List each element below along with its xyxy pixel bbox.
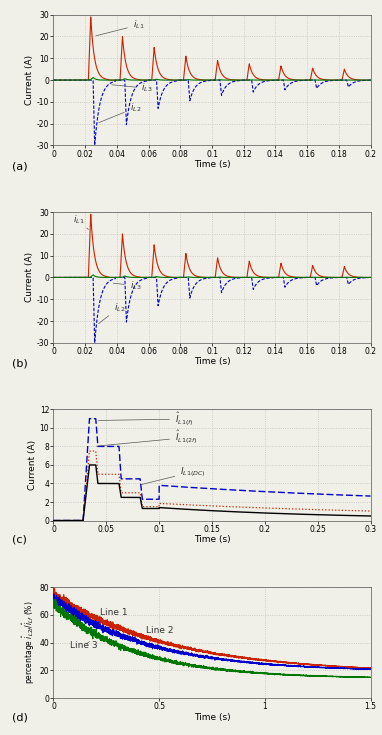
- Text: $\hat{I}_{L1(2f)}$: $\hat{I}_{L1(2f)}$: [96, 429, 198, 446]
- Y-axis label: percentage $\hat{i}_{L2f}/\hat{i}_{Lf}$ (%): percentage $\hat{i}_{L2f}/\hat{i}_{Lf}$ …: [20, 601, 37, 684]
- X-axis label: Time (s): Time (s): [194, 160, 230, 169]
- Text: (d): (d): [12, 712, 28, 723]
- Y-axis label: Current (A): Current (A): [25, 252, 34, 303]
- Text: (b): (b): [12, 359, 28, 368]
- Text: $i_{L3}$: $i_{L3}$: [113, 279, 141, 292]
- Y-axis label: Current (A): Current (A): [28, 440, 37, 490]
- Text: $\hat{I}_{L1(f)}$: $\hat{I}_{L1(f)}$: [99, 410, 194, 428]
- Text: $i_{L1}$: $i_{L1}$: [96, 19, 144, 36]
- Text: Line 3: Line 3: [70, 641, 98, 650]
- Text: Line 2: Line 2: [141, 626, 174, 639]
- Text: $i_{L3}$: $i_{L3}$: [112, 82, 152, 95]
- Text: (a): (a): [12, 161, 28, 171]
- Text: (c): (c): [12, 535, 27, 545]
- Text: $i_{L2}$: $i_{L2}$: [99, 301, 125, 323]
- X-axis label: Time (s): Time (s): [194, 713, 230, 722]
- X-axis label: Time (s): Time (s): [194, 535, 230, 544]
- X-axis label: Time (s): Time (s): [194, 357, 230, 366]
- Y-axis label: Current (A): Current (A): [25, 55, 34, 105]
- Text: $i_{L2}$: $i_{L2}$: [99, 101, 141, 123]
- Text: $i_{L1}$: $i_{L1}$: [73, 214, 88, 229]
- Text: Line 1: Line 1: [94, 608, 128, 621]
- Text: $I_{L1(DC)}$: $I_{L1(DC)}$: [141, 465, 206, 484]
